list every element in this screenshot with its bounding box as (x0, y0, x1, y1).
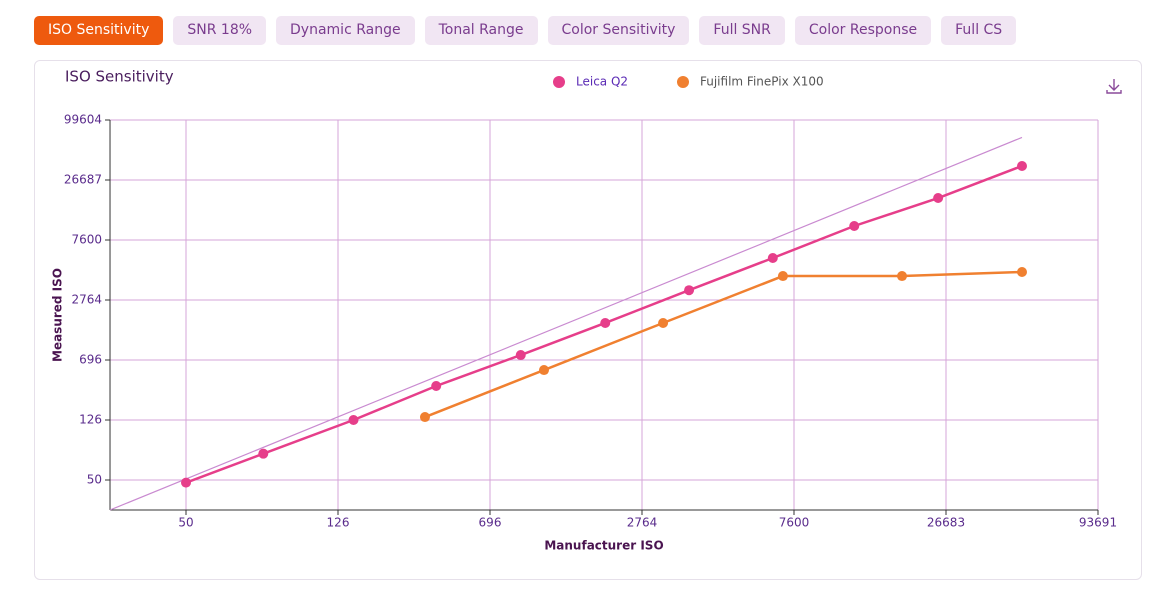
data-point (258, 448, 269, 459)
x-tick-label: 126 (327, 515, 350, 529)
y-tick-label: 2764 (71, 293, 102, 307)
y-tick-label: 696 (79, 353, 102, 367)
data-point (419, 412, 430, 423)
tab[interactable]: Color Response (794, 16, 932, 45)
download-button[interactable] (1106, 79, 1122, 94)
x-tick-label: 7600 (779, 515, 810, 529)
data-point (600, 317, 611, 328)
legend-label: Leica Q2 (576, 75, 628, 89)
data-point (538, 365, 549, 376)
data-point (348, 415, 359, 425)
y-tick-label: 7600 (71, 233, 102, 247)
data-point (1017, 267, 1028, 278)
x-tick-label: 696 (479, 515, 502, 529)
y-tick-label: 26687 (64, 173, 102, 187)
x-tick-label: 26683 (927, 515, 965, 529)
data-point (849, 220, 860, 231)
y-tick-label: 50 (87, 473, 102, 487)
series-line (424, 270, 1023, 419)
data-point (896, 271, 907, 282)
tab-bar: ISO Sensitivity SNR 18% Dynamic Range Tonal… (34, 16, 1017, 45)
tab[interactable]: Tonal Range (424, 16, 538, 45)
tab[interactable]: SNR 18% (173, 16, 267, 45)
legend-marker (553, 76, 565, 88)
x-tick-label: 2764 (627, 515, 658, 529)
x-tick-label: 50 (178, 515, 193, 529)
data-point (777, 271, 788, 282)
chart-card (34, 60, 1142, 580)
download-icon[interactable] (1106, 79, 1122, 94)
data-point (767, 253, 778, 264)
legend-marker (677, 76, 689, 88)
x-axis-label: Manufacturer ISO (544, 539, 663, 553)
data-point (658, 317, 669, 328)
data-point (181, 477, 191, 488)
y-axis-label: Measured ISO (51, 268, 65, 362)
data-point (933, 193, 944, 204)
tab[interactable]: ISO Sensitivity (34, 16, 164, 45)
x-tick-label: 93691 (1079, 515, 1117, 529)
tab[interactable]: Color Sensitivity (547, 16, 690, 45)
legend-label: Fujifilm FinePix X100 (700, 75, 824, 89)
tab[interactable]: Dynamic Range (276, 16, 415, 45)
data-point (1017, 160, 1028, 171)
data-point (515, 350, 526, 361)
y-tick-label: 99604 (64, 113, 102, 127)
data-point (684, 285, 695, 296)
y-tick-label: 126 (79, 413, 102, 427)
reference-line (109, 136, 1023, 511)
tab[interactable]: Full CS (941, 16, 1017, 45)
data-point (431, 380, 442, 391)
chart-title: ISO Sensitivity (65, 68, 174, 86)
tab[interactable]: Full SNR (699, 16, 785, 45)
